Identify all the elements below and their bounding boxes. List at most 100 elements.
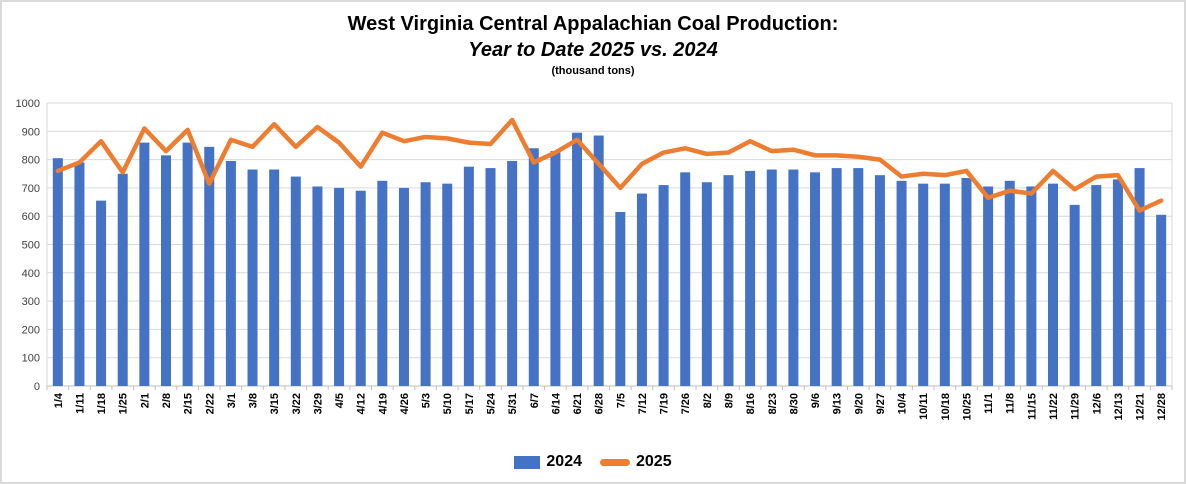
x-axis-label-1/25: 1/25 xyxy=(118,393,130,414)
x-axis-label-10/18: 10/18 xyxy=(940,393,952,421)
chart-title: West Virginia Central Appalachian Coal P… xyxy=(347,13,839,35)
bar-2024-6/14 xyxy=(550,151,561,386)
chart-header: West Virginia Central Appalachian Coal P… xyxy=(2,12,1184,79)
x-axis-label-3/1: 3/1 xyxy=(226,393,238,408)
bar-2024-10/11 xyxy=(918,183,929,386)
x-axis-label-6/21: 6/21 xyxy=(572,393,584,414)
y-axis-tick-label: 900 xyxy=(22,126,40,138)
x-axis-label-9/27: 9/27 xyxy=(875,393,887,414)
bar-2024-10/4 xyxy=(896,180,907,386)
x-axis-label-5/24: 5/24 xyxy=(486,392,498,414)
bar-2024-3/15 xyxy=(269,169,280,386)
bar-2024-8/9 xyxy=(723,175,734,386)
legend-2025-line-swatch xyxy=(600,458,630,466)
bar-2024-1/18 xyxy=(96,200,107,386)
x-axis-label-9/13: 9/13 xyxy=(832,393,844,414)
x-axis-label-5/17: 5/17 xyxy=(464,393,476,414)
bar-2024-11/1 xyxy=(983,186,994,386)
bar-2024-9/13 xyxy=(831,168,842,386)
x-axis-label-5/10: 5/10 xyxy=(442,393,454,414)
x-axis-label-12/28: 12/28 xyxy=(1156,393,1168,421)
x-axis-label-3/22: 3/22 xyxy=(291,393,303,414)
y-axis-tick-label: 500 xyxy=(22,240,40,252)
bar-2024-4/19 xyxy=(377,180,388,386)
y-axis-tick-label: 400 xyxy=(22,268,40,280)
x-axis-label-5/31: 5/31 xyxy=(507,393,519,414)
bar-2024-2/15 xyxy=(182,142,193,386)
x-axis-label-10/25: 10/25 xyxy=(961,393,973,421)
x-axis-label-11/8: 11/8 xyxy=(1005,393,1017,414)
bar-2024-4/5 xyxy=(334,187,345,386)
bar-2024-8/23 xyxy=(766,169,777,386)
bar-2024-12/21 xyxy=(1134,168,1145,386)
x-axis-label-6/7: 6/7 xyxy=(529,393,541,408)
x-axis-label-12/13: 12/13 xyxy=(1113,393,1125,421)
x-axis-label-11/15: 11/15 xyxy=(1026,393,1038,420)
x-axis-label-2/8: 2/8 xyxy=(161,393,173,408)
legend-2024-bar-swatch xyxy=(514,455,541,469)
x-axis-label-3/8: 3/8 xyxy=(248,393,260,408)
bar-2024-7/5 xyxy=(615,211,626,386)
x-axis-label-8/23: 8/23 xyxy=(767,393,779,414)
x-axis-label-9/20: 9/20 xyxy=(853,393,865,414)
x-axis-label-12/6: 12/6 xyxy=(1091,393,1103,414)
x-axis-label-8/30: 8/30 xyxy=(788,393,800,414)
bar-2024-5/24 xyxy=(485,168,496,386)
x-axis-label-2/22: 2/22 xyxy=(204,393,216,414)
bar-2024-2/8 xyxy=(160,155,171,386)
bar-2024-6/21 xyxy=(572,132,583,386)
bar-2024-7/12 xyxy=(636,193,647,386)
bar-2024-6/7 xyxy=(528,148,539,386)
x-axis-label-5/3: 5/3 xyxy=(421,393,433,408)
x-axis-label-3/15: 3/15 xyxy=(269,393,281,414)
x-axis-label-12/21: 12/21 xyxy=(1135,393,1147,421)
x-axis-label-4/12: 4/12 xyxy=(356,393,368,414)
x-axis-label-7/26: 7/26 xyxy=(680,393,692,414)
bar-2024-8/30 xyxy=(788,169,799,386)
x-axis-label-9/6: 9/6 xyxy=(810,393,822,408)
x-axis-label-1/4: 1/4 xyxy=(53,392,65,408)
bar-2024-8/16 xyxy=(745,170,756,386)
x-axis-label-8/16: 8/16 xyxy=(745,393,757,414)
bar-2024-9/20 xyxy=(853,168,864,386)
x-axis-label-1/18: 1/18 xyxy=(96,393,108,414)
bar-2024-5/31 xyxy=(507,161,518,386)
x-axis-label-7/19: 7/19 xyxy=(659,393,671,414)
y-axis-tick-label: 200 xyxy=(22,324,40,336)
bar-2024-1/4 xyxy=(52,158,63,386)
x-axis-label-4/26: 4/26 xyxy=(399,393,411,414)
y-axis-tick-label: 0 xyxy=(34,381,40,393)
bar-2024-1/11 xyxy=(74,162,85,386)
bar-2024-3/22 xyxy=(290,176,301,386)
bar-2024-3/1 xyxy=(225,161,236,386)
bar-2024-7/26 xyxy=(680,172,691,386)
bar-2024-9/6 xyxy=(810,172,821,386)
line-series-2025 xyxy=(55,117,1164,213)
bar-2024-11/15 xyxy=(1026,186,1037,386)
legend-item-2025: 2025 xyxy=(600,453,672,471)
legend-item-2024: 2024 xyxy=(514,453,582,471)
chart-legend: 2024 2025 xyxy=(2,450,1184,474)
bar-2024-11/29 xyxy=(1069,204,1080,386)
bar-2024-1/25 xyxy=(117,173,128,386)
x-axis-label-6/14: 6/14 xyxy=(550,392,562,414)
bar-2024-5/3 xyxy=(420,182,431,386)
bar-2024-2/1 xyxy=(139,142,150,386)
x-axis-label-11/1: 11/1 xyxy=(983,393,995,414)
bar-2024-5/10 xyxy=(442,183,453,386)
bar-2024-7/19 xyxy=(658,185,669,386)
bar-2024-12/6 xyxy=(1091,185,1102,386)
bar-2024-12/28 xyxy=(1156,214,1167,386)
bar-2024-10/18 xyxy=(939,183,950,386)
y-axis-tick-label: 800 xyxy=(22,155,40,167)
x-axis-label-3/29: 3/29 xyxy=(312,393,324,414)
x-axis-label-10/11: 10/11 xyxy=(918,393,930,420)
bar-2024-12/13 xyxy=(1112,179,1123,386)
bar-2024-3/29 xyxy=(312,186,323,386)
x-axis-label-11/22: 11/22 xyxy=(1048,393,1060,420)
legend-2024-label: 2024 xyxy=(546,453,582,470)
y-axis-tick-label: 700 xyxy=(22,183,40,195)
x-axis-label-7/12: 7/12 xyxy=(637,393,649,414)
